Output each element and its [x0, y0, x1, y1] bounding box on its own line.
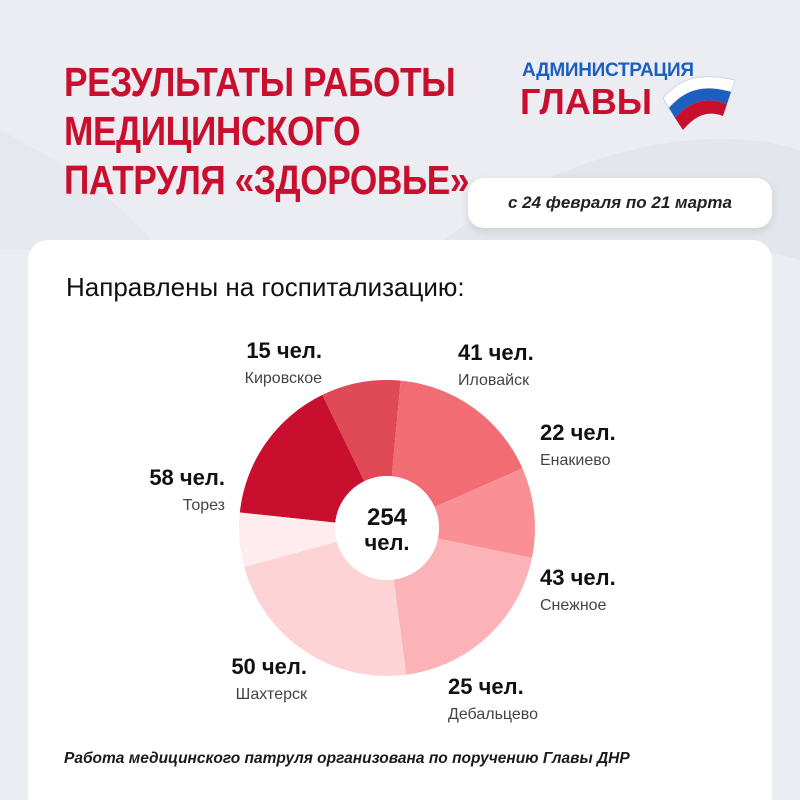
- slice-value-shakhtersk: 50 чел.: [231, 654, 307, 679]
- donut-slice-enakievo: [322, 380, 401, 482]
- slice-value-enakievo: 22 чел.: [540, 420, 616, 445]
- slice-value-snezhnoe: 43 чел.: [540, 565, 616, 590]
- donut-slice-shakhtersk: [393, 538, 532, 675]
- logo-line-2: ГЛАВЫ: [520, 81, 653, 122]
- title-line-2: МЕДИЦИНСКОГО: [64, 108, 361, 154]
- donut-center: [335, 476, 439, 580]
- slice-label-ilovaisk: 41 чел. Иловайск: [458, 340, 534, 389]
- logo-line-1: АДМИНИСТРАЦИЯ: [522, 60, 694, 81]
- slice-value-ilovaisk: 41 чел.: [458, 340, 534, 365]
- center-total-value: 254: [367, 504, 408, 531]
- slice-label-shakhtersk: 50 чел. Шахтерск: [231, 654, 308, 703]
- slice-label-kirovskoe: 15 чел. Кировское: [245, 338, 322, 387]
- card-heading: Направлены на госпитализацию:: [66, 272, 465, 302]
- donut-slice-kirovskoe: [239, 512, 337, 567]
- page-title: РЕЗУЛЬТАТЫ РАБОТЫ МЕДИЦИНСКОГО ПАТРУЛЯ «…: [64, 58, 470, 205]
- slice-name-kirovskoe: Кировское: [245, 370, 322, 387]
- administration-logo: АДМИНИСТРАЦИЯ ГЛАВЫ: [520, 58, 740, 138]
- center-total-unit: чел.: [364, 530, 409, 555]
- russian-flag-icon: [662, 76, 736, 130]
- donut-slice-torez: [244, 541, 407, 676]
- slice-label-torez: 58 чел. Торез: [149, 465, 225, 514]
- slice-name-ilovaisk: Иловайск: [458, 372, 530, 389]
- slice-name-shakhtersk: Шахтерск: [236, 686, 308, 703]
- slice-value-kirovskoe: 15 чел.: [246, 338, 322, 363]
- donut-slice-snezhnoe: [391, 380, 523, 508]
- slice-name-debaltsevo: Дебальцево: [448, 706, 538, 723]
- donut-slice-ilovaisk: [239, 394, 365, 523]
- slice-value-debaltsevo: 25 чел.: [448, 674, 524, 699]
- title-line-1: РЕЗУЛЬТАТЫ РАБОТЫ: [64, 59, 456, 105]
- slice-name-snezhnoe: Снежное: [540, 597, 607, 614]
- title-line-3: ПАТРУЛЯ «ЗДОРОВЬЕ»: [64, 157, 470, 203]
- date-range-badge: с 24 февраля по 21 марта: [468, 178, 772, 228]
- slice-label-enakievo: 22 чел. Енакиево: [540, 420, 616, 469]
- date-range-text: с 24 февраля по 21 марта: [507, 193, 733, 212]
- slice-label-snezhnoe: 43 чел. Снежное: [540, 565, 616, 614]
- slice-value-torez: 58 чел.: [149, 465, 225, 490]
- slice-name-enakievo: Енакиево: [540, 452, 611, 469]
- slice-name-torez: Торез: [183, 497, 225, 514]
- donut-slice-debaltsevo: [434, 468, 535, 558]
- footer-note: Работа медицинского патруля организована…: [64, 750, 630, 767]
- slice-label-debaltsevo: 25 чел. Дебальцево: [448, 674, 538, 723]
